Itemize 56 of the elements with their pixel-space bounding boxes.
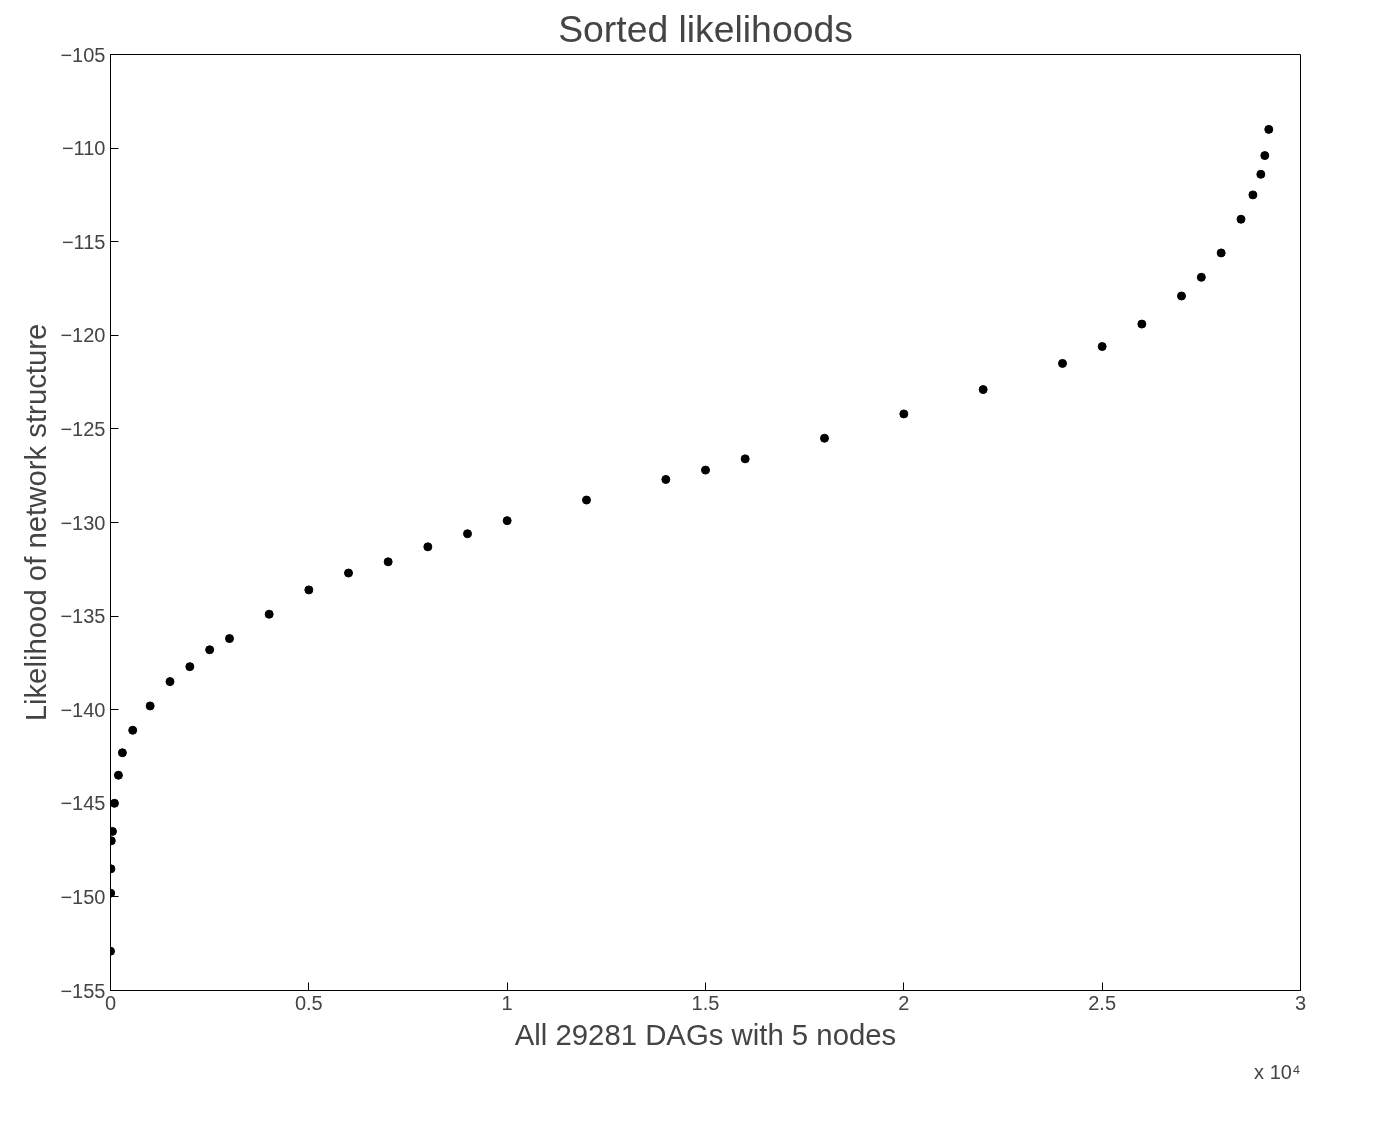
point	[128, 725, 138, 735]
point	[344, 568, 353, 578]
y-tick-label: −110	[61, 137, 106, 160]
x-tick-label: 2	[898, 991, 910, 1014]
point	[1216, 248, 1226, 258]
point	[165, 677, 175, 687]
y-tick-label: −105	[60, 43, 106, 66]
point	[304, 585, 314, 595]
y-tick-label: −130	[60, 511, 106, 534]
y-tick-label: −155	[60, 979, 106, 1002]
x-tick-label: 3	[1294, 991, 1307, 1014]
point	[1248, 190, 1258, 200]
chart-title: Sorted likelihoods	[558, 7, 853, 50]
y-tick-label: −135	[60, 605, 106, 628]
point	[899, 409, 909, 419]
y-tick-label: −145	[60, 792, 106, 815]
point	[1260, 151, 1270, 161]
point	[113, 770, 123, 780]
point	[1177, 291, 1186, 301]
x-tick-label: 0.5	[294, 991, 323, 1014]
point	[264, 609, 274, 619]
y-tick-label: −125	[60, 417, 106, 440]
x-tick-label: 0	[104, 991, 117, 1014]
point	[185, 662, 195, 672]
y-tick-label: −140	[60, 698, 106, 721]
x-axis-title: All 29281 DAGs with 5 nodes	[514, 1017, 897, 1051]
point	[502, 516, 512, 526]
x-tick-label: 1	[501, 991, 513, 1014]
y-tick-label: −150	[60, 885, 106, 908]
point	[1058, 358, 1067, 368]
point	[463, 529, 472, 539]
point	[820, 433, 829, 443]
point	[1097, 342, 1107, 352]
point	[978, 385, 988, 395]
point	[1256, 169, 1266, 179]
point	[205, 645, 215, 655]
point	[423, 542, 433, 552]
point	[145, 701, 155, 711]
point	[701, 465, 710, 475]
point	[117, 748, 127, 758]
point	[661, 474, 671, 484]
point	[1236, 214, 1246, 224]
text: x 10⁴	[1254, 1060, 1301, 1083]
x-tick-label: 1.5	[691, 991, 720, 1014]
y-axis-title: Likelihood of network structure	[19, 323, 53, 722]
point	[1196, 272, 1206, 282]
y-tick-label: −120	[60, 324, 106, 347]
x-tick-label: 2.5	[1088, 991, 1117, 1014]
point	[110, 798, 119, 808]
point	[225, 634, 234, 644]
point	[1137, 319, 1147, 329]
point	[1264, 124, 1274, 134]
point	[383, 557, 393, 567]
y-tick-label: −115	[61, 230, 106, 253]
point	[582, 495, 591, 505]
point	[740, 454, 750, 464]
